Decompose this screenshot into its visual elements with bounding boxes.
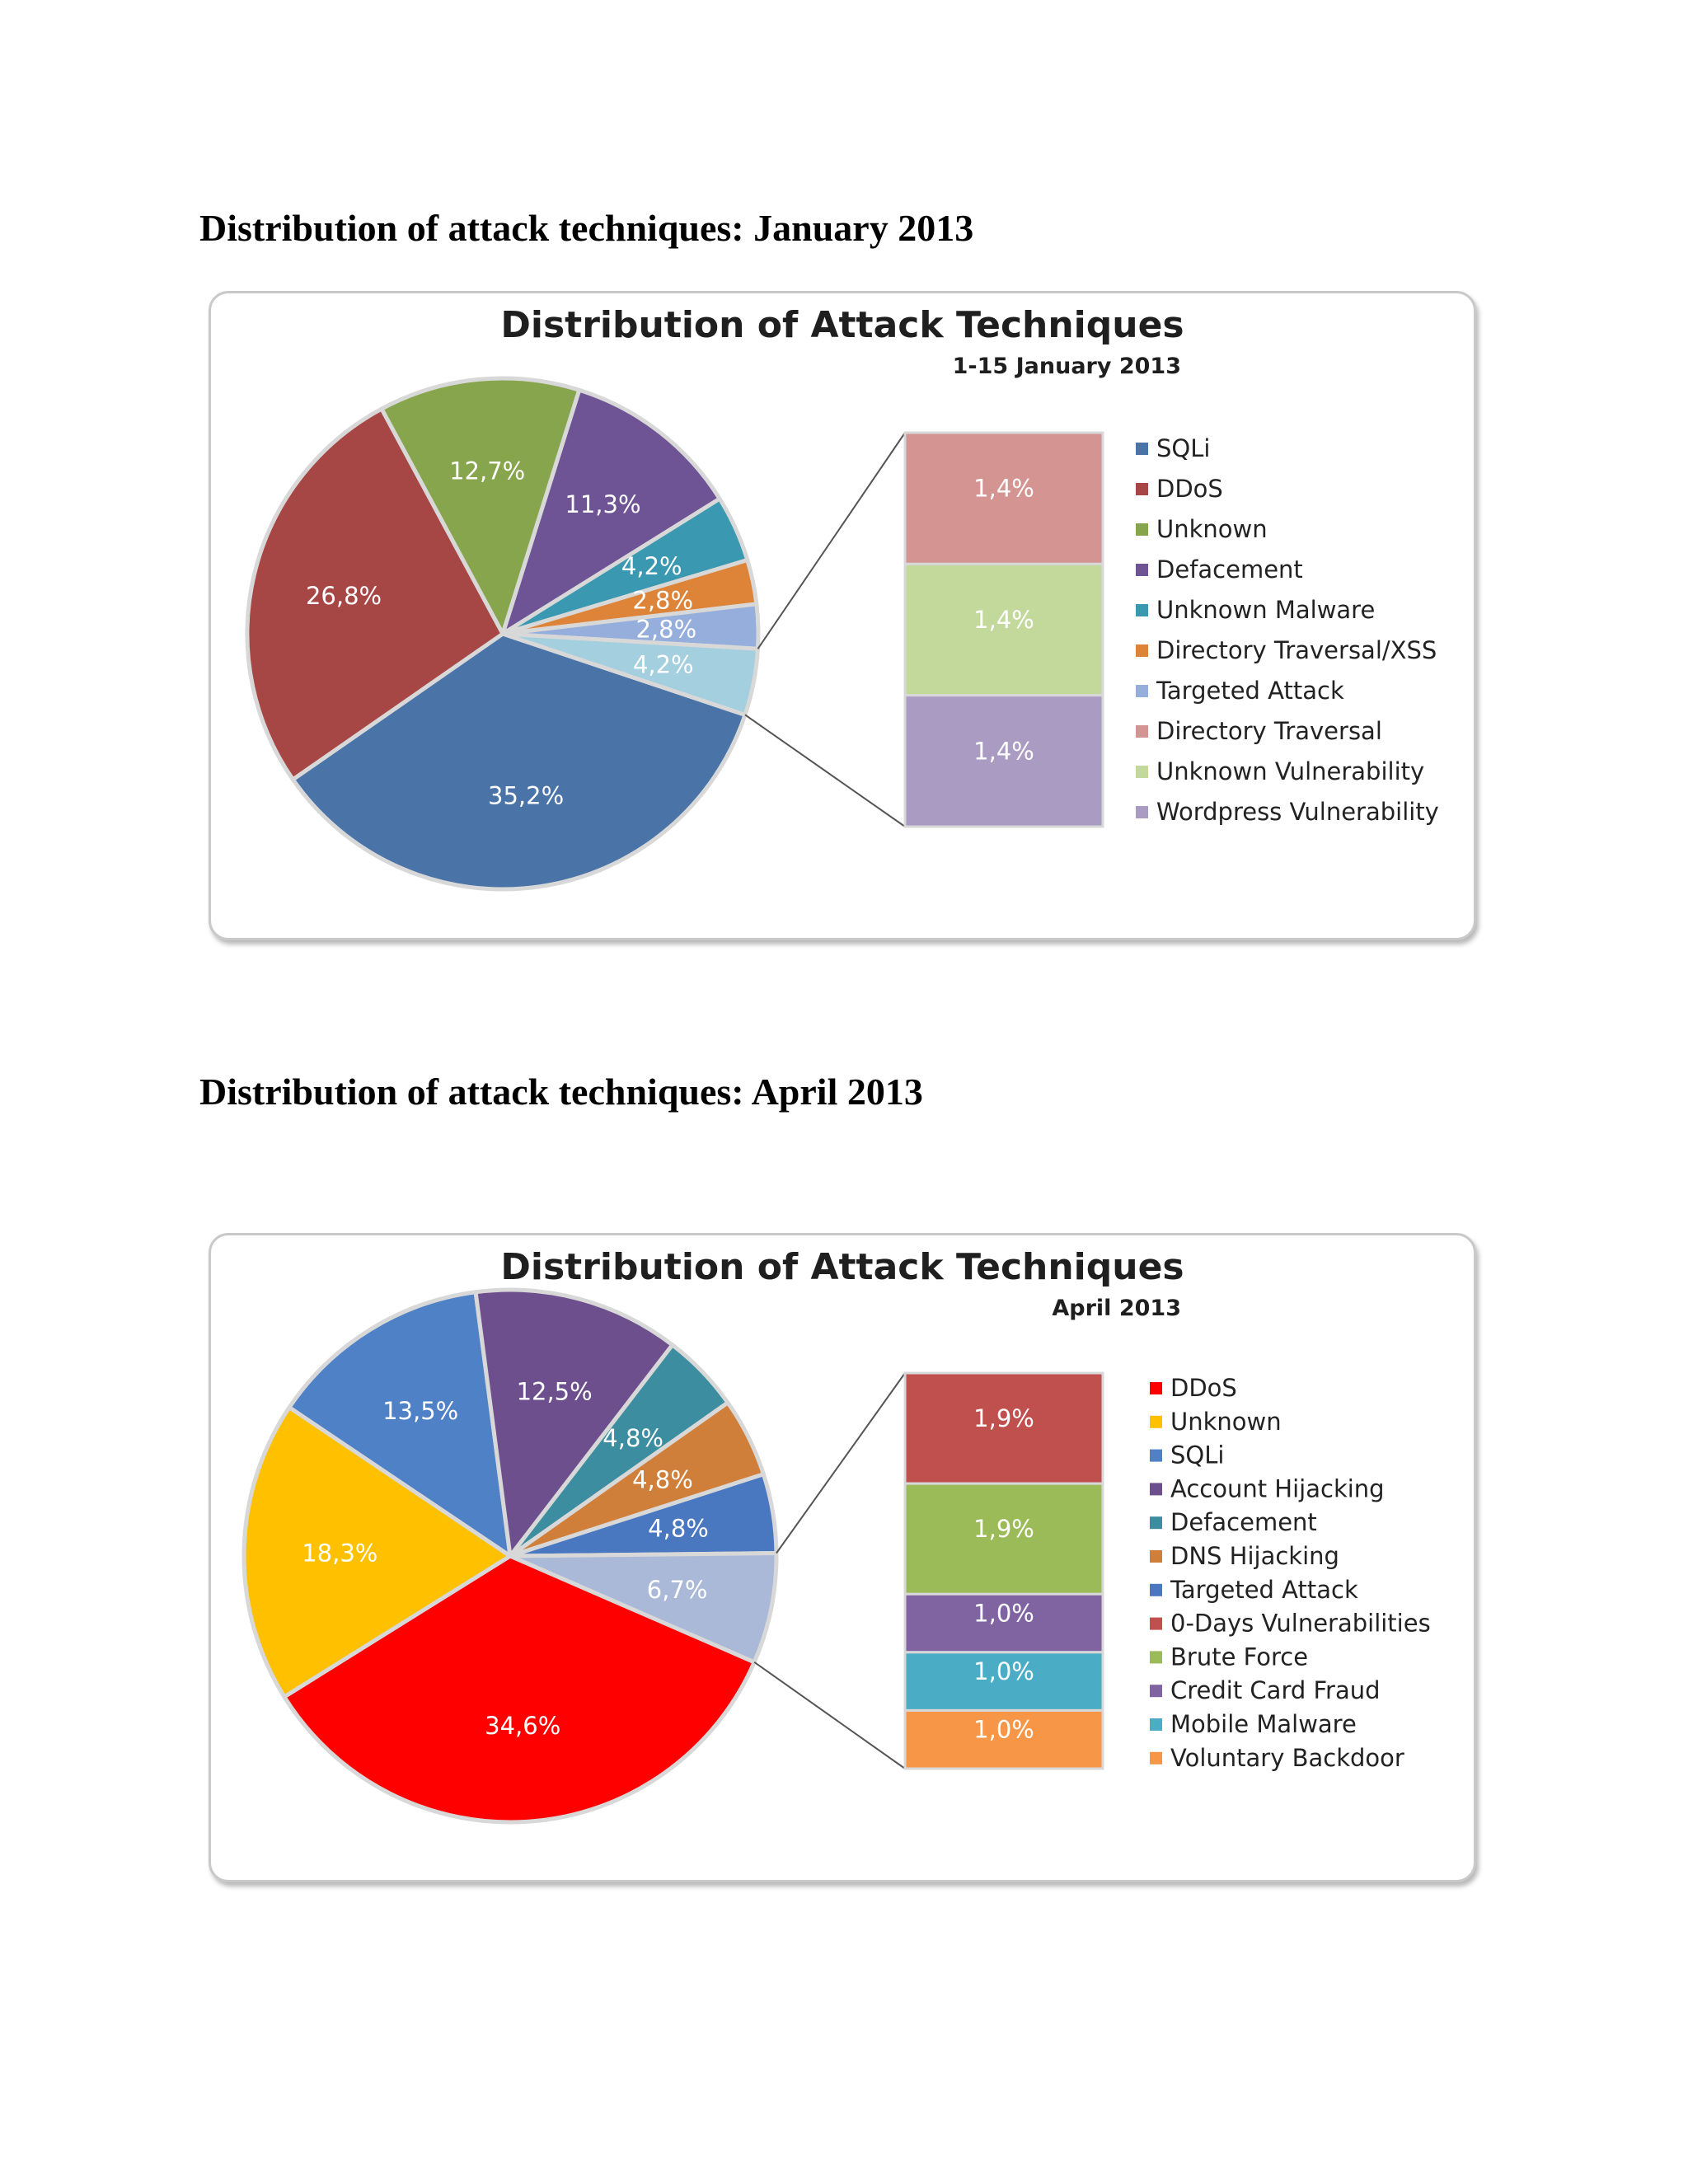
legend-label-account-hijacking: Account Hijacking: [1170, 1474, 1385, 1502]
legend-label-sqli: SQLi: [1170, 1441, 1224, 1469]
legend-swatch-targeted-attack: [1136, 685, 1148, 697]
legend-swatch-targeted-attack: [1150, 1583, 1162, 1596]
legend-label-0-days-vulnerabilities: 0-Days Vulnerabilities: [1170, 1610, 1431, 1638]
breakout-segment-wordpress-vulnerability: [903, 694, 1104, 828]
legend-label-targeted-attack: Targeted Attack: [1170, 1576, 1358, 1604]
legend-label-unknown: Unknown: [1170, 1408, 1282, 1436]
section-heading-january: Distribution of attack techniques: Janua…: [199, 207, 974, 249]
breakout-label-unknown-vulnerability: 1,4%: [973, 606, 1034, 634]
legend-label-unknown-malware: Unknown Malware: [1156, 596, 1375, 624]
pie-slice-account-hijacking: [473, 1287, 675, 1558]
legend-label-voluntary-backdoor: Voluntary Backdoor: [1170, 1744, 1404, 1772]
legend-swatch-unknown-vulnerability: [1136, 766, 1148, 778]
section-heading-april: Distribution of attack techniques: April…: [199, 1071, 923, 1113]
breakout-segment-unknown-vulnerability: [903, 562, 1104, 697]
legend-label-targeted-attack: Targeted Attack: [1156, 677, 1344, 705]
pie-slice-other: [500, 631, 760, 717]
breakout-segment-voluntary-backdoor: [903, 1708, 1104, 1770]
connector-line-bottom: [753, 1661, 906, 1769]
breakout-label-mobile-malware: 1,0%: [973, 1657, 1034, 1685]
legend-label-credit-card-fraud: Credit Card Fraud: [1170, 1676, 1381, 1704]
legend-label-directory-traversal-xss: Directory Traversal/XSS: [1156, 636, 1437, 664]
pie-chart-january: Distribution of Attack Techniques 1-15 Ja…: [245, 304, 1439, 892]
slice-label-account-hijacking: 12,5%: [517, 1377, 593, 1405]
legend-label-wordpress-vulnerability: Wordpress Vulnerability: [1156, 798, 1439, 826]
slice-label-defacement: 4,8%: [603, 1424, 663, 1452]
slice-label-targeted-attack: 4,8%: [648, 1515, 709, 1543]
breakout-label-wordpress-vulnerability: 1,4%: [973, 737, 1034, 765]
legend-swatch-sqli: [1136, 443, 1148, 455]
pie-slice-ddos: [282, 1554, 757, 1825]
slice-label-other: 4,2%: [633, 651, 694, 679]
legend-swatch-account-hijacking: [1150, 1483, 1162, 1496]
breakout-label-directory-traversal: 1,4%: [973, 475, 1034, 503]
breakout-segment-brute-force: [903, 1482, 1104, 1596]
legend-label-ddos: DDoS: [1170, 1374, 1237, 1402]
slice-label-directory-traversal-xss: 2,8%: [632, 587, 693, 615]
legend-swatch-voluntary-backdoor: [1150, 1751, 1162, 1765]
slice-label-ddos: 34,6%: [485, 1712, 560, 1740]
legend-swatch-0-days-vulnerabilities: [1150, 1617, 1162, 1630]
legend-label-dns-hijacking: DNS Hijacking: [1170, 1542, 1339, 1570]
legend-label-brute-force: Brute Force: [1170, 1643, 1308, 1671]
chart-title: Distribution of Attack Techniques: [500, 1246, 1184, 1288]
breakout-label-brute-force: 1,9%: [973, 1515, 1034, 1543]
slice-label-other: 6,7%: [647, 1576, 708, 1604]
legend-swatch-ddos: [1136, 483, 1148, 495]
legend-label-defacement: Defacement: [1170, 1508, 1317, 1536]
legend-swatch-sqli: [1150, 1449, 1162, 1462]
pie-slice-sqli: [287, 1290, 513, 1558]
legend-swatch-defacement: [1150, 1516, 1162, 1530]
legend-swatch-ddos: [1150, 1382, 1162, 1394]
legend-swatch-mobile-malware: [1150, 1718, 1162, 1731]
chart-subtitle: April 2013: [1052, 1296, 1181, 1321]
breakout-segment-directory-traversal: [903, 431, 1104, 565]
legend-swatch-unknown: [1150, 1415, 1162, 1428]
legend-label-defacement: Defacement: [1156, 555, 1303, 583]
breakout-label-0-days-vulnerabilities: 1,9%: [973, 1404, 1034, 1432]
slice-label-dns-hijacking: 4,8%: [632, 1466, 693, 1494]
legend-label-mobile-malware: Mobile Malware: [1170, 1710, 1357, 1738]
legend-swatch-unknown-malware: [1136, 604, 1148, 616]
legend-label-unknown: Unknown: [1156, 515, 1268, 543]
slice-label-ddos: 26,8%: [306, 582, 382, 610]
slice-label-sqli: 13,5%: [382, 1397, 458, 1425]
slice-label-unknown: 18,3%: [302, 1539, 377, 1567]
pie-slice-other: [508, 1551, 779, 1665]
breakout-segment-credit-card-fraud: [903, 1592, 1104, 1654]
pie-slice-unknown: [241, 1405, 513, 1699]
connector-line-top: [757, 432, 906, 649]
breakout-label-credit-card-fraud: 1,0%: [973, 1600, 1034, 1628]
slice-label-targeted-attack: 2,8%: [635, 615, 696, 643]
legend-swatch-unknown: [1136, 523, 1148, 536]
legend-swatch-directory-traversal-xss: [1136, 644, 1148, 657]
slice-label-defacement: 11,3%: [565, 490, 640, 518]
connector-line-bottom: [744, 714, 906, 827]
chart-title: Distribution of Attack Techniques: [500, 304, 1184, 346]
legend-swatch-credit-card-fraud: [1150, 1685, 1162, 1698]
legend-label-ddos: DDoS: [1156, 475, 1223, 503]
pie-slice-sqli: [290, 631, 748, 892]
legend-label-unknown-vulnerability: Unknown Vulnerability: [1156, 757, 1424, 785]
pie-slice-ddos: [245, 406, 505, 782]
legend-swatch-wordpress-vulnerability: [1136, 806, 1148, 818]
slice-label-sqli: 35,2%: [488, 781, 564, 809]
legend-label-sqli: SQLi: [1156, 434, 1210, 462]
slice-label-unknown-malware: 4,2%: [621, 552, 682, 580]
breakout-label-voluntary-backdoor: 1,0%: [973, 1716, 1034, 1744]
legend-swatch-dns-hijacking: [1150, 1550, 1162, 1563]
slice-label-unknown: 12,7%: [449, 457, 525, 485]
connector-line-top: [776, 1372, 906, 1554]
pie-chart-april: Distribution of Attack Techniques April 2…: [241, 1246, 1431, 1825]
pie-slice-defacement: [500, 387, 722, 636]
breakout-segment-mobile-malware: [903, 1651, 1104, 1712]
legend-label-directory-traversal: Directory Traversal: [1156, 717, 1382, 745]
chart-subtitle: 1-15 January 2013: [953, 354, 1181, 379]
legend-swatch-brute-force: [1150, 1651, 1162, 1664]
legend-swatch-defacement: [1136, 564, 1148, 576]
pie-slice-unknown: [379, 376, 582, 636]
legend-swatch-directory-traversal: [1136, 725, 1148, 738]
